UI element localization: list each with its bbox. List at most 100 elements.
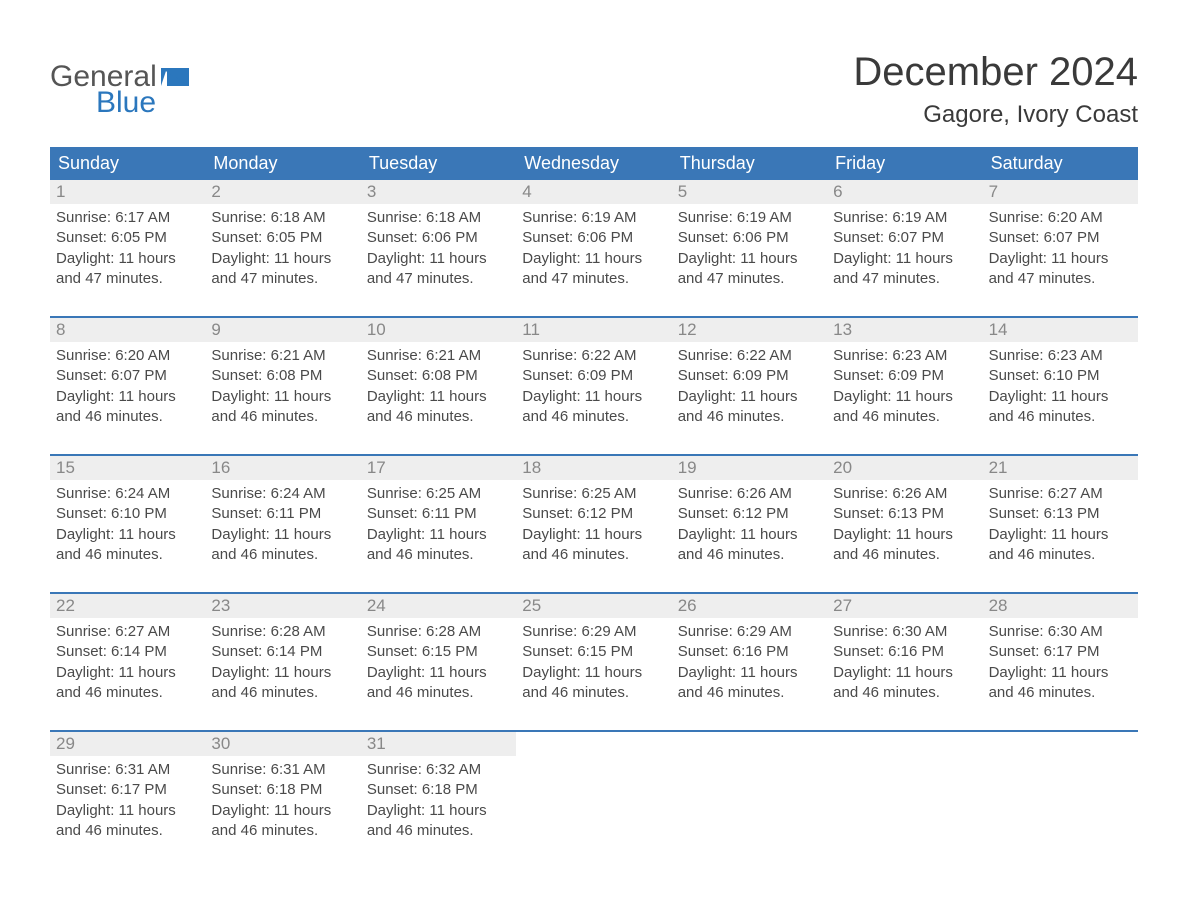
sunset-line: Sunset: 6:11 PM (367, 504, 510, 524)
sunrise-line: Sunrise: 6:21 AM (211, 346, 354, 366)
day-body: Sunrise: 6:24 AMSunset: 6:10 PMDaylight:… (50, 480, 205, 569)
day-number: 11 (516, 318, 671, 342)
daylight-line: Daylight: 11 hours and 46 minutes. (678, 525, 821, 566)
day-cell: 13Sunrise: 6:23 AMSunset: 6:09 PMDayligh… (827, 318, 982, 436)
day-number: 28 (983, 594, 1138, 618)
day-cell: 18Sunrise: 6:25 AMSunset: 6:12 PMDayligh… (516, 456, 671, 574)
day-body: Sunrise: 6:22 AMSunset: 6:09 PMDaylight:… (672, 342, 827, 431)
day-cell: 28Sunrise: 6:30 AMSunset: 6:17 PMDayligh… (983, 594, 1138, 712)
day-body: Sunrise: 6:20 AMSunset: 6:07 PMDaylight:… (983, 204, 1138, 293)
day-body: Sunrise: 6:18 AMSunset: 6:06 PMDaylight:… (361, 204, 516, 293)
sunrise-line: Sunrise: 6:27 AM (989, 484, 1132, 504)
day-cell: 3Sunrise: 6:18 AMSunset: 6:06 PMDaylight… (361, 180, 516, 298)
day-body: Sunrise: 6:20 AMSunset: 6:07 PMDaylight:… (50, 342, 205, 431)
sunrise-line: Sunrise: 6:25 AM (367, 484, 510, 504)
day-cell: 11Sunrise: 6:22 AMSunset: 6:09 PMDayligh… (516, 318, 671, 436)
sunrise-line: Sunrise: 6:23 AM (833, 346, 976, 366)
day-body: Sunrise: 6:31 AMSunset: 6:18 PMDaylight:… (205, 756, 360, 845)
daylight-line: Daylight: 11 hours and 46 minutes. (56, 525, 199, 566)
sunset-line: Sunset: 6:07 PM (989, 228, 1132, 248)
day-number: 13 (827, 318, 982, 342)
month-title: December 2024 (853, 50, 1138, 95)
sunset-line: Sunset: 6:12 PM (678, 504, 821, 524)
day-body: Sunrise: 6:19 AMSunset: 6:06 PMDaylight:… (672, 204, 827, 293)
sunset-line: Sunset: 6:17 PM (989, 642, 1132, 662)
day-number: 20 (827, 456, 982, 480)
weekday-monday: Monday (205, 147, 360, 180)
daylight-line: Daylight: 11 hours and 46 minutes. (989, 663, 1132, 704)
day-cell: 26Sunrise: 6:29 AMSunset: 6:16 PMDayligh… (672, 594, 827, 712)
week-row: 15Sunrise: 6:24 AMSunset: 6:10 PMDayligh… (50, 454, 1138, 574)
day-number: 18 (516, 456, 671, 480)
sunset-line: Sunset: 6:06 PM (367, 228, 510, 248)
sunrise-line: Sunrise: 6:28 AM (367, 622, 510, 642)
sunrise-line: Sunrise: 6:26 AM (678, 484, 821, 504)
day-number: 27 (827, 594, 982, 618)
daylight-line: Daylight: 11 hours and 46 minutes. (56, 387, 199, 428)
sunset-line: Sunset: 6:14 PM (56, 642, 199, 662)
week-row: 1Sunrise: 6:17 AMSunset: 6:05 PMDaylight… (50, 180, 1138, 298)
day-cell (672, 732, 827, 850)
daylight-line: Daylight: 11 hours and 46 minutes. (522, 387, 665, 428)
day-cell: 27 Sunrise: 6:30 AMSunset: 6:16 PMDayligh… (827, 594, 982, 712)
daylight-line: Daylight: 11 hours and 46 minutes. (211, 525, 354, 566)
sunset-line: Sunset: 6:07 PM (56, 366, 199, 386)
day-number: 3 (361, 180, 516, 204)
sunrise-line: Sunrise: 6:17 AM (56, 208, 199, 228)
day-number: 15 (50, 456, 205, 480)
sunrise-line: Sunrise: 6:30 AM (833, 622, 976, 642)
week-row: 8Sunrise: 6:20 AMSunset: 6:07 PMDaylight… (50, 316, 1138, 436)
week-row: 22Sunrise: 6:27 AMSunset: 6:14 PMDayligh… (50, 592, 1138, 712)
daylight-line: Daylight: 11 hours and 46 minutes. (367, 387, 510, 428)
sunset-line: Sunset: 6:09 PM (678, 366, 821, 386)
logo-flag-icon (161, 68, 189, 86)
calendar: SundayMondayTuesdayWednesdayThursdayFrid… (50, 147, 1138, 850)
daylight-line: Daylight: 11 hours and 46 minutes. (989, 387, 1132, 428)
sunrise-line: Sunrise: 6:19 AM (833, 208, 976, 228)
sunrise-line: Sunrise: 6:31 AM (211, 760, 354, 780)
day-cell: 30Sunrise: 6:31 AMSunset: 6:18 PMDayligh… (205, 732, 360, 850)
day-body: Sunrise: 6:24 AMSunset: 6:11 PMDaylight:… (205, 480, 360, 569)
sunset-line: Sunset: 6:16 PM (833, 642, 976, 662)
daylight-line: Daylight: 11 hours and 46 minutes. (211, 801, 354, 842)
day-cell: 16Sunrise: 6:24 AMSunset: 6:11 PMDayligh… (205, 456, 360, 574)
daylight-line: Daylight: 11 hours and 46 minutes. (211, 663, 354, 704)
weekday-sunday: Sunday (50, 147, 205, 180)
day-cell: 4Sunrise: 6:19 AMSunset: 6:06 PMDaylight… (516, 180, 671, 298)
daylight-line: Daylight: 11 hours and 46 minutes. (522, 663, 665, 704)
sunrise-line: Sunrise: 6:19 AM (522, 208, 665, 228)
sunset-line: Sunset: 6:08 PM (367, 366, 510, 386)
day-cell: 22Sunrise: 6:27 AMSunset: 6:14 PMDayligh… (50, 594, 205, 712)
day-number: 2 (205, 180, 360, 204)
sunrise-line: Sunrise: 6:25 AM (522, 484, 665, 504)
daylight-line: Daylight: 11 hours and 46 minutes. (989, 525, 1132, 566)
day-number: 12 (672, 318, 827, 342)
sunrise-line: Sunrise: 6:23 AM (989, 346, 1132, 366)
sunset-line: Sunset: 6:13 PM (989, 504, 1132, 524)
sunrise-line: Sunrise: 6:29 AM (678, 622, 821, 642)
daylight-line: Daylight: 11 hours and 46 minutes. (367, 525, 510, 566)
day-body: Sunrise: 6:29 AMSunset: 6:16 PMDaylight:… (672, 618, 827, 707)
sunrise-line: Sunrise: 6:18 AM (367, 208, 510, 228)
day-cell: 31Sunrise: 6:32 AMSunset: 6:18 PMDayligh… (361, 732, 516, 850)
sunset-line: Sunset: 6:05 PM (56, 228, 199, 248)
day-number: 4 (516, 180, 671, 204)
daylight-line: Daylight: 11 hours and 46 minutes. (833, 387, 976, 428)
day-cell (827, 732, 982, 850)
daylight-line: Daylight: 11 hours and 47 minutes. (989, 249, 1132, 290)
daylight-line: Daylight: 11 hours and 46 minutes. (833, 525, 976, 566)
day-number: 26 (672, 594, 827, 618)
sunset-line: Sunset: 6:06 PM (522, 228, 665, 248)
daylight-line: Daylight: 11 hours and 46 minutes. (833, 663, 976, 704)
sunset-line: Sunset: 6:15 PM (367, 642, 510, 662)
day-body: Sunrise: 6:30 AMSunset: 6:17 PMDaylight:… (983, 618, 1138, 707)
day-body: Sunrise: 6:22 AMSunset: 6:09 PMDaylight:… (516, 342, 671, 431)
weeks-container: 1Sunrise: 6:17 AMSunset: 6:05 PMDaylight… (50, 180, 1138, 850)
sunrise-line: Sunrise: 6:26 AM (833, 484, 976, 504)
day-body: Sunrise: 6:27 AMSunset: 6:13 PMDaylight:… (983, 480, 1138, 569)
day-number: 29 (50, 732, 205, 756)
day-body: Sunrise: 6:27 AMSunset: 6:14 PMDaylight:… (50, 618, 205, 707)
sunrise-line: Sunrise: 6:21 AM (367, 346, 510, 366)
daylight-line: Daylight: 11 hours and 46 minutes. (522, 525, 665, 566)
daylight-line: Daylight: 11 hours and 47 minutes. (367, 249, 510, 290)
